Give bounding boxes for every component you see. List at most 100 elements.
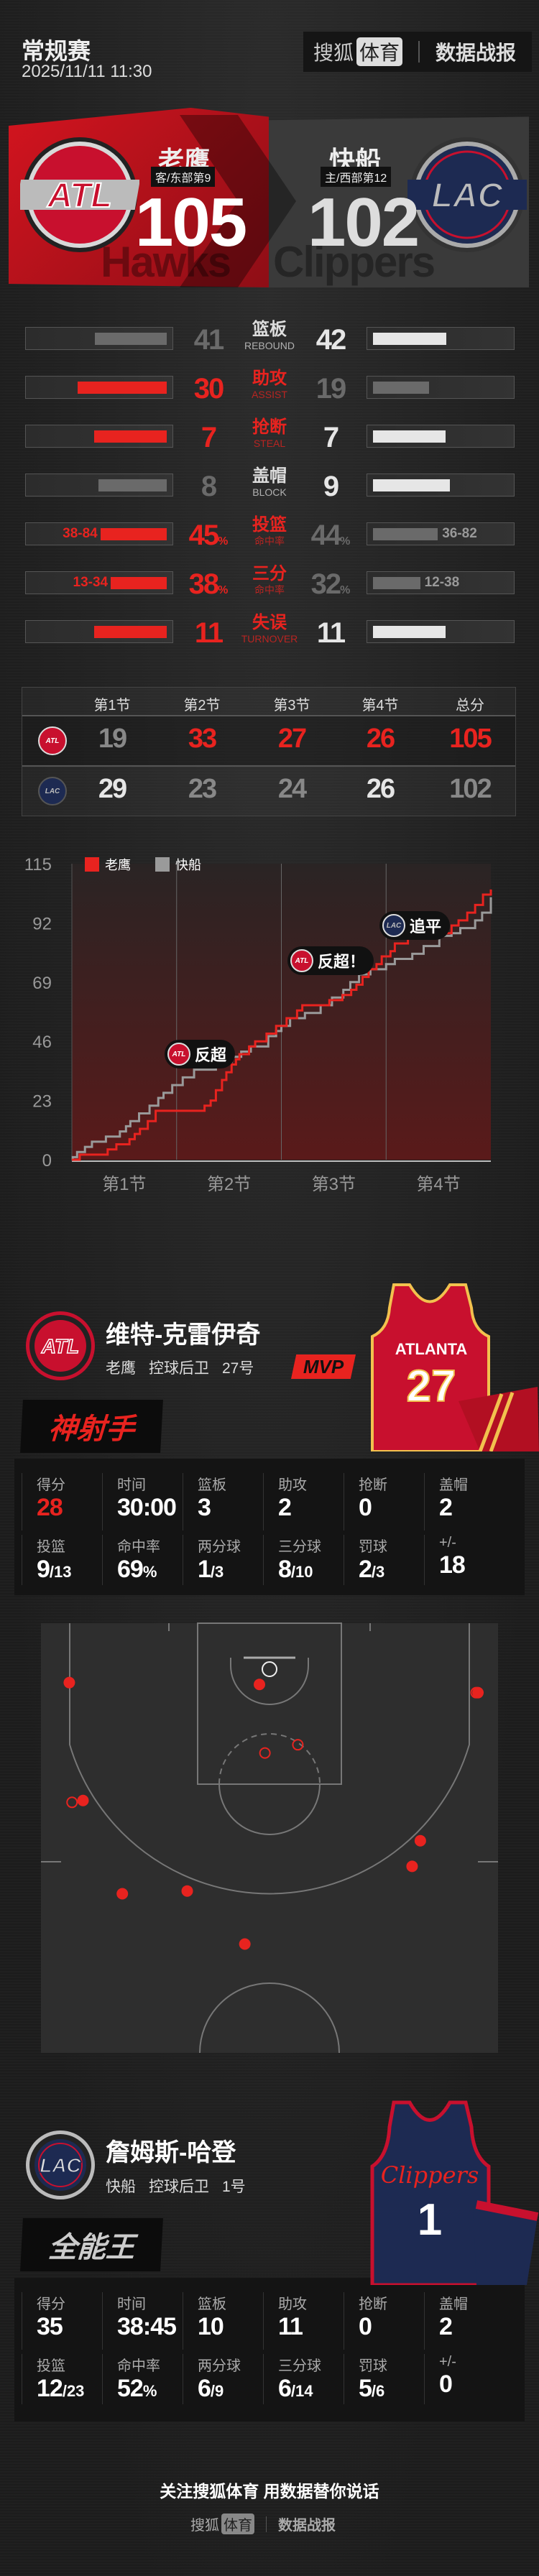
player-stat: 抢断 0 [344, 1473, 424, 1531]
percent-sign: % [340, 535, 351, 548]
value: 7 [323, 422, 339, 453]
shot-made-marker [414, 1834, 426, 1847]
player-stat-label: 三分球 [278, 2358, 321, 2374]
home-stat-value: 42 [298, 324, 363, 356]
player-number: 1号 [222, 2179, 246, 2195]
home-score: 102 [308, 184, 420, 261]
away-stat-value: 11 [176, 617, 241, 650]
value-sub: /3 [210, 1563, 224, 1581]
home-stat-bar-fill [373, 528, 438, 540]
player-stat-label: 得分 [37, 2296, 65, 2312]
value-sub: /6 [371, 2382, 385, 2400]
away-watermark: Hawks [101, 238, 231, 286]
value-sub: % [142, 2382, 157, 2400]
value-sub: /23 [62, 2382, 85, 2400]
value: 7 [201, 422, 217, 453]
player-stat-value: 2 [278, 1494, 344, 1522]
mvp-badge: MVP [291, 1354, 356, 1379]
home-stat-value: 9 [298, 471, 363, 503]
player-stat-value: 11 [278, 2313, 344, 2341]
shot-chart [41, 1622, 498, 2054]
shot-made-marker [472, 1686, 484, 1699]
atl-mini-logo: ATL [290, 949, 313, 972]
away-stat-bar-track [25, 620, 173, 643]
player-stat-label: 盖帽 [439, 1477, 468, 1493]
away-stat-bar-track: 38-84 [25, 522, 173, 545]
quarter-header: 总分 [456, 698, 484, 714]
away-team-tag: 客/东部第9 [151, 167, 216, 187]
brand-sohu: 搜狐 [313, 42, 354, 64]
player-stat: 助攻 2 [263, 1473, 344, 1531]
home-stat-bar-track [367, 327, 515, 350]
value-sub: /13 [49, 1563, 72, 1581]
stat-row: 11 11 失误 TURNOVER [0, 613, 539, 649]
player2-team-logo: LAC [26, 2130, 95, 2199]
player-stat-value: 0 [439, 2370, 505, 2399]
player-stat-value: 2/3 [359, 1556, 424, 1584]
value-main: 0 [359, 2313, 372, 2340]
player-stat-label: 罚球 [359, 1539, 387, 1555]
away-stat-bar-track [25, 474, 173, 497]
value-main: 5 [359, 2375, 372, 2402]
away-score: 105 [135, 184, 247, 261]
stat-row: 41 42 篮板 REBOUND [0, 320, 539, 356]
stat-label-en: ASSIST [252, 389, 287, 400]
court-ticks [41, 1623, 498, 1862]
player-stat-label: +/- [439, 2354, 456, 2370]
legend-swatch [155, 857, 170, 872]
player2-info: 快船 控球后卫 1号 [106, 2175, 259, 2197]
player-position: 控球后卫 [149, 2179, 209, 2195]
player-stat-value: 6/9 [198, 2375, 263, 2403]
quarter-header: 第3节 [273, 698, 310, 714]
value: 42 [315, 324, 346, 356]
home-detail: 36-82 [442, 526, 477, 541]
lac-mini-logo: LAC [382, 914, 405, 937]
value-main: 9 [37, 1556, 50, 1583]
brand-report: 数据战报 [278, 2518, 336, 2534]
legend-label: 快船 [175, 858, 201, 872]
stat-label: 助攻 ASSIST [234, 369, 305, 400]
player-stat-value: 0 [359, 1494, 424, 1522]
player-stat-label: +/- [439, 1535, 456, 1551]
value-main: 2 [359, 1556, 372, 1583]
divider [418, 41, 420, 63]
center-circle [199, 1982, 340, 2054]
player2-stats-band [14, 2278, 525, 2422]
player-stat-label: 盖帽 [439, 2296, 468, 2312]
player-stat: 三分球 6/14 [263, 2354, 344, 2404]
annotation-lead-change-2: ATL 反超！ [287, 946, 374, 975]
shot-missed-marker [259, 1747, 271, 1759]
jersey-text: ATLANTA [395, 1340, 468, 1358]
series-line-home [71, 897, 492, 1161]
home-quarter-score: 23 [188, 774, 217, 804]
player-stat-value: 52% [117, 2375, 183, 2403]
shot-made-marker [63, 1676, 75, 1689]
player-stat: 时间 38:45 [102, 2292, 183, 2350]
x-tick-label: 第2节 [207, 1175, 251, 1194]
value-main: 12 [37, 2375, 63, 2402]
value: 45 [188, 520, 219, 551]
percent-sign: % [218, 535, 229, 548]
player-stat: 命中率 52% [102, 2354, 183, 2404]
player-stat: 得分 35 [22, 2292, 102, 2350]
annotation-text: 反超 [195, 1046, 227, 1064]
player-stat-value: 8/10 [278, 1556, 344, 1584]
player-stat: 三分球 8/10 [263, 1535, 344, 1585]
annotation-text: 反超！ [318, 953, 366, 971]
away-quarter-score: 19 [98, 724, 127, 754]
brand-report: 数据战报 [436, 42, 517, 64]
shot-made-marker [181, 1885, 193, 1897]
percent-sign: % [340, 584, 351, 596]
player-number: 27号 [222, 1360, 254, 1377]
player-team: 快船 [106, 2179, 136, 2195]
legend-item-away: 老鹰 [85, 855, 131, 874]
stat-label-en: TURNOVER [241, 633, 298, 645]
logo-text: LAC [40, 2154, 81, 2176]
player-team: 老鹰 [106, 1360, 136, 1377]
y-tick-label: 69 [32, 974, 52, 993]
x-tick-label: 第4节 [416, 1175, 460, 1194]
player-stat-label: 罚球 [359, 2358, 387, 2374]
player-stat-value: 3 [198, 1494, 263, 1522]
player-stat-label: 抢断 [359, 2296, 387, 2312]
atl-mini-logo: ATL [38, 726, 67, 755]
